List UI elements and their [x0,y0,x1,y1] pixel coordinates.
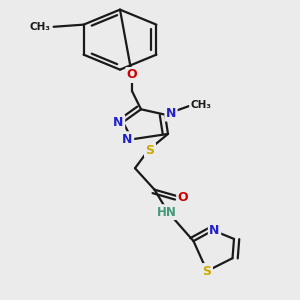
Text: S: S [202,265,211,278]
Text: CH₃: CH₃ [30,22,51,32]
Text: N: N [166,107,176,120]
Text: O: O [178,190,188,204]
Text: N: N [122,133,133,146]
Text: HN: HN [157,206,176,219]
Text: CH₃: CH₃ [190,100,212,110]
Text: N: N [113,116,124,129]
Text: N: N [209,224,220,237]
Text: S: S [146,143,154,157]
Text: O: O [127,68,137,82]
